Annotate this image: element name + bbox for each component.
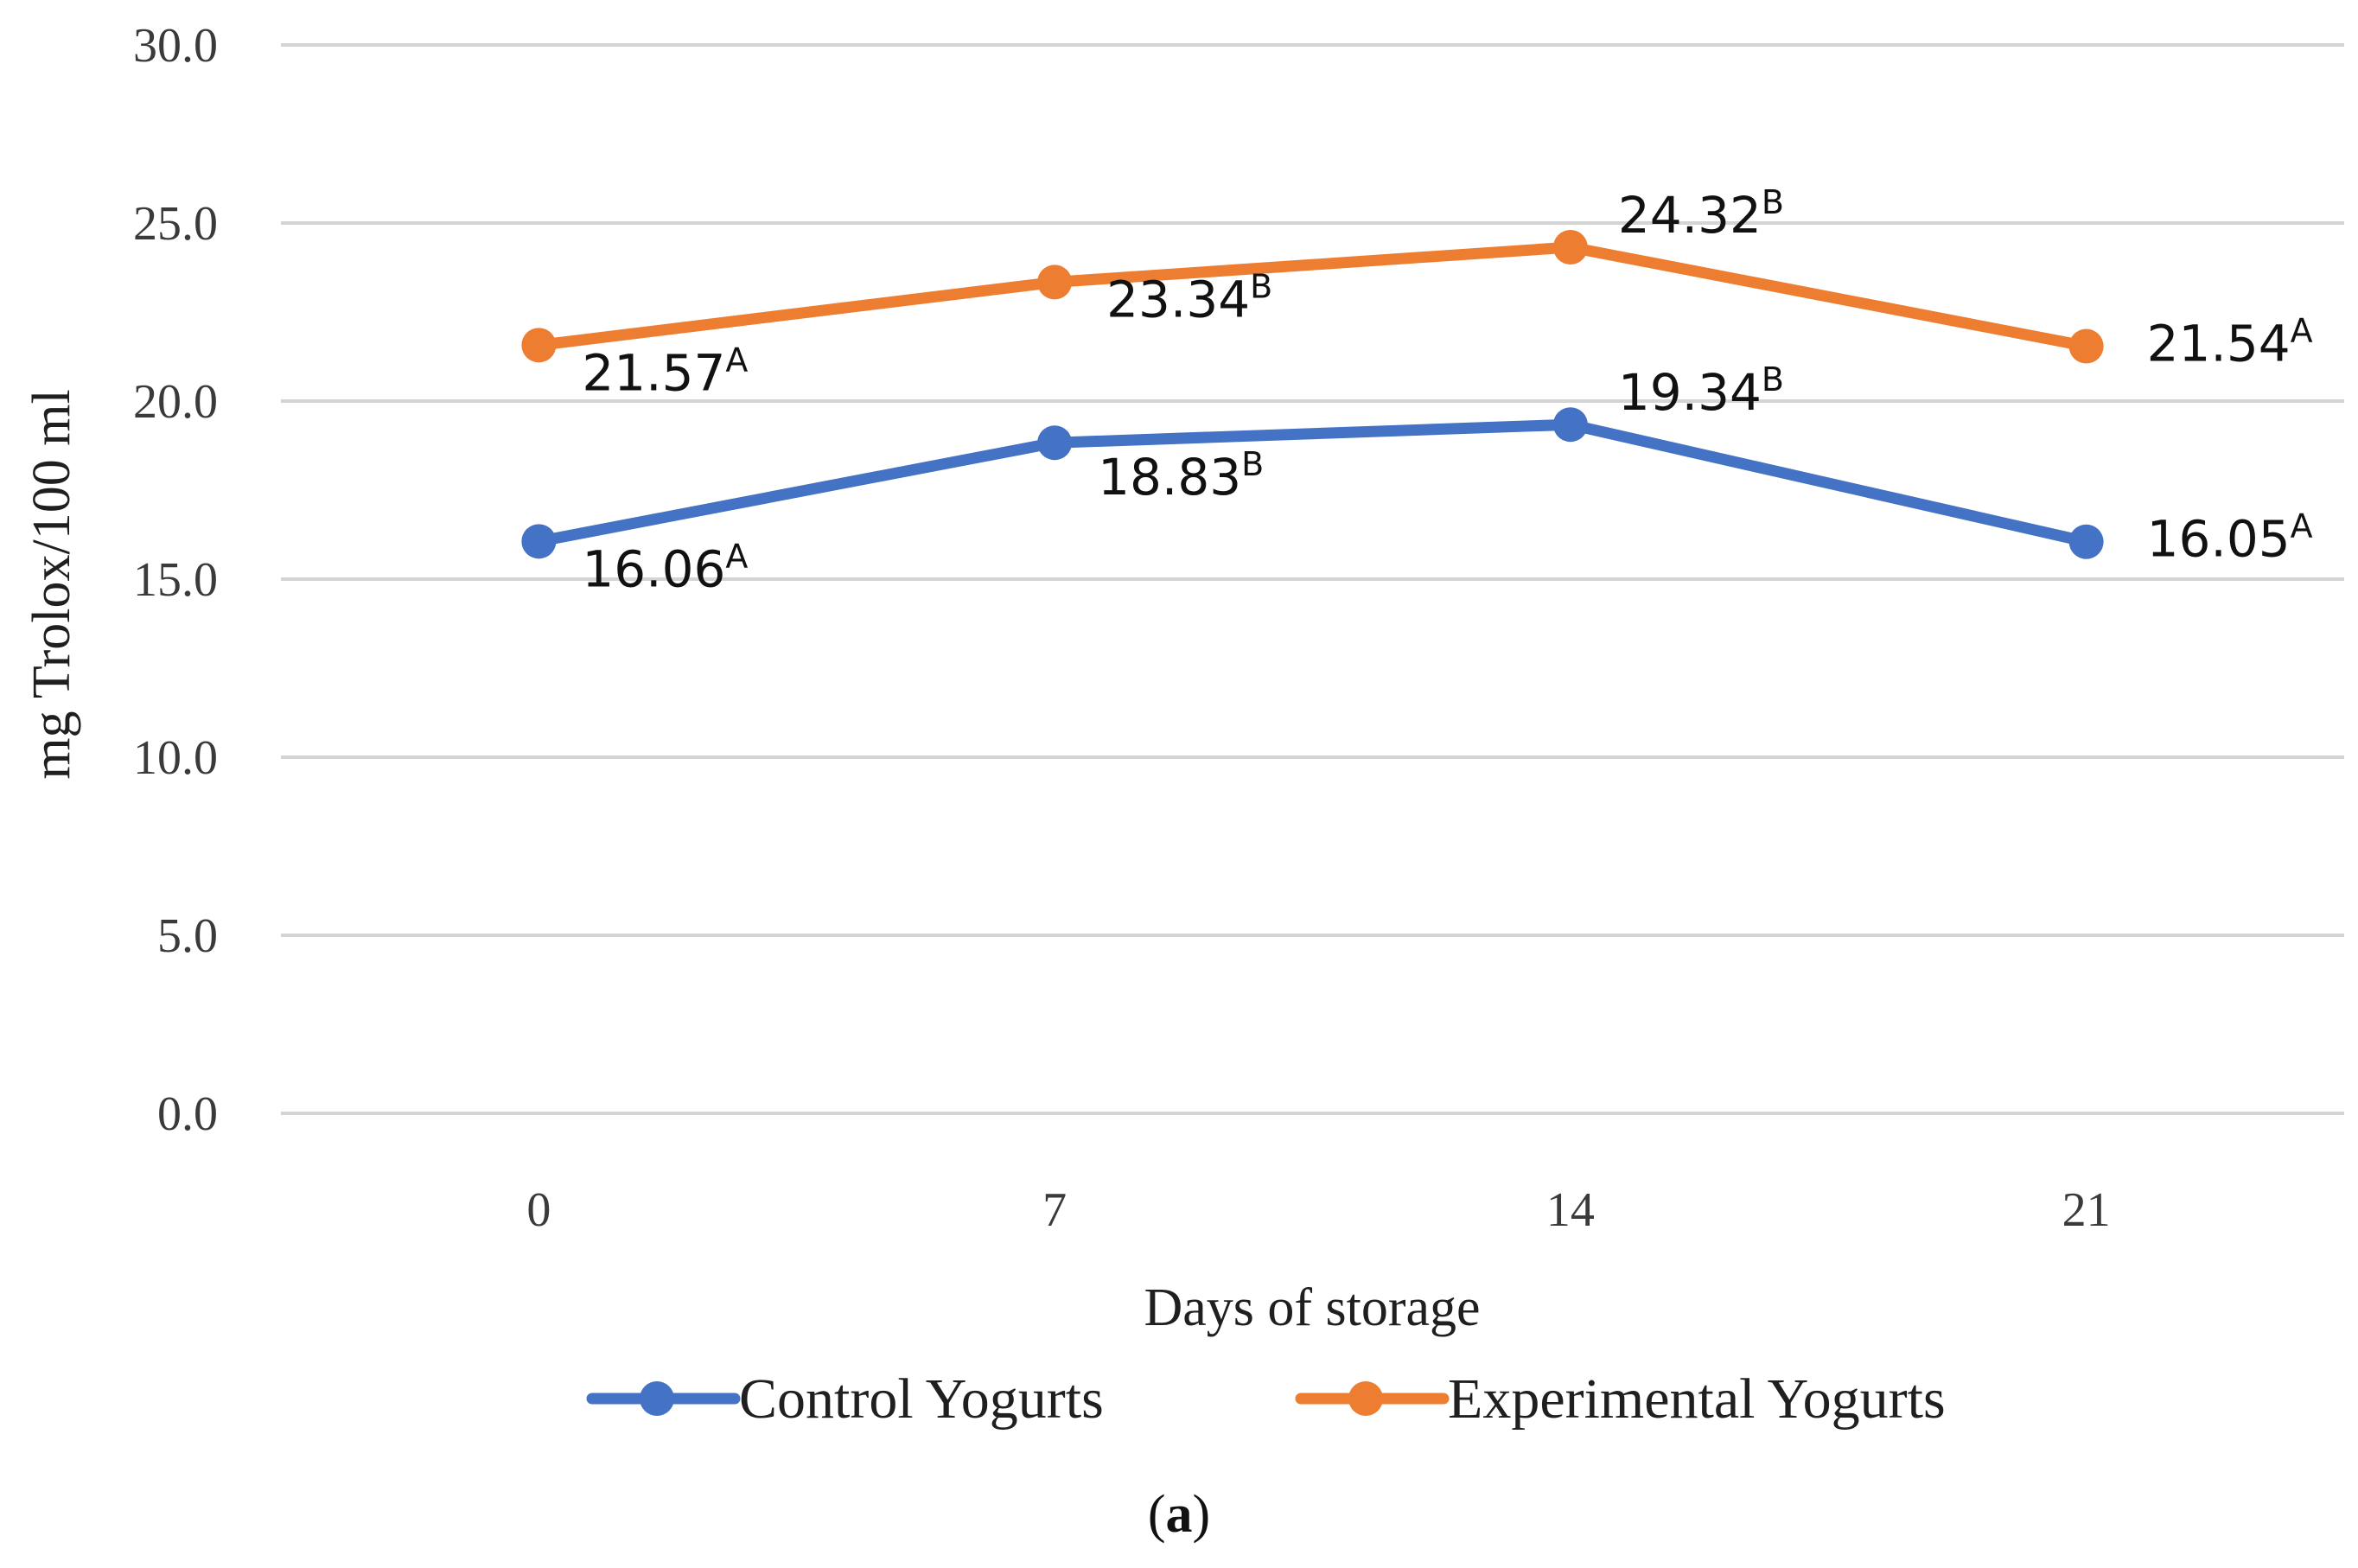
x-tick-label: 21 <box>2062 1183 2111 1237</box>
data-label-superscript: A <box>2291 507 2313 545</box>
data-label-superscript: B <box>1762 360 1784 398</box>
data-label-superscript: A <box>725 537 748 575</box>
data-label-superscript: B <box>1241 445 1264 483</box>
legend-label-experimental: Experimental Yogurts <box>1448 1367 1946 1431</box>
figure-caption: (a) <box>1148 1485 1210 1544</box>
series-line-0 <box>532 418 2093 548</box>
caption-open: ( <box>1148 1485 1166 1544</box>
legend: Control Yogurts Experimental Yogurts <box>586 1367 1946 1431</box>
x-tick-label: 7 <box>1042 1183 1067 1237</box>
data-point <box>2068 524 2104 559</box>
legend-label-control: Control Yogurts <box>739 1367 1104 1431</box>
data-label-superscript: B <box>1762 183 1784 221</box>
caption-letter: a <box>1166 1485 1193 1544</box>
data-label: 16.06A <box>582 537 748 598</box>
data-point <box>2068 328 2104 364</box>
data-label-value: 18.83 <box>1098 448 1241 507</box>
data-label: 21.54A <box>2147 312 2313 373</box>
data-label: 23.34B <box>1106 267 1272 328</box>
data-point <box>1552 230 1588 265</box>
data-label: 21.57A <box>582 341 748 402</box>
data-point <box>521 328 557 363</box>
data-point <box>1552 407 1588 443</box>
data-label-value: 21.57 <box>582 343 725 402</box>
legend-marker-control <box>640 1381 674 1416</box>
data-label-value: 16.05 <box>2147 510 2291 569</box>
data-label-value: 19.34 <box>1618 363 1762 422</box>
series-lines <box>521 230 2104 559</box>
data-label-value: 16.06 <box>582 539 725 598</box>
series-line-1 <box>532 241 2093 353</box>
data-point <box>1037 265 1073 300</box>
data-point <box>521 524 557 559</box>
x-axis-ticks: 0 7 14 21 <box>526 1183 2110 1237</box>
data-label-value: 24.32 <box>1618 186 1762 245</box>
y-tick-label: 30.0 <box>133 19 218 73</box>
y-tick-label: 20.0 <box>133 375 218 429</box>
y-tick-label: 0.0 <box>157 1087 218 1141</box>
data-label-value: 23.34 <box>1106 270 1250 328</box>
data-label: 16.05A <box>2147 507 2313 569</box>
legend-item-control: Control Yogurts <box>586 1367 1104 1431</box>
data-label-superscript: B <box>1250 267 1272 305</box>
data-label-value: 21.54 <box>2147 315 2291 373</box>
caption-close: ) <box>1193 1485 1211 1544</box>
x-axis-title: Days of storage <box>1144 1278 1480 1337</box>
y-tick-label: 10.0 <box>133 731 218 785</box>
data-label: 24.32B <box>1618 183 1784 245</box>
data-label-superscript: A <box>2291 312 2313 350</box>
data-label: 18.83B <box>1098 445 1264 507</box>
y-axis-ticks: 0.0 5.0 10.0 15.0 20.0 25.0 30.0 <box>133 19 218 1141</box>
data-labels: 16.06A18.83B19.34B16.05A21.57A23.34B24.3… <box>582 183 2312 598</box>
y-tick-label: 5.0 <box>157 909 218 963</box>
gridlines <box>281 43 2344 1115</box>
y-tick-label: 25.0 <box>133 197 218 251</box>
y-tick-label: 15.0 <box>133 553 218 607</box>
legend-item-experimental: Experimental Yogurts <box>1295 1367 1946 1431</box>
x-tick-label: 14 <box>1546 1183 1595 1237</box>
data-point <box>1037 425 1073 461</box>
data-label: 19.34B <box>1618 360 1784 422</box>
x-tick-label: 0 <box>526 1183 551 1237</box>
legend-marker-experimental <box>1348 1381 1383 1416</box>
y-axis-title: mg Trolox/100 ml <box>22 389 81 779</box>
data-label-superscript: A <box>725 341 748 379</box>
